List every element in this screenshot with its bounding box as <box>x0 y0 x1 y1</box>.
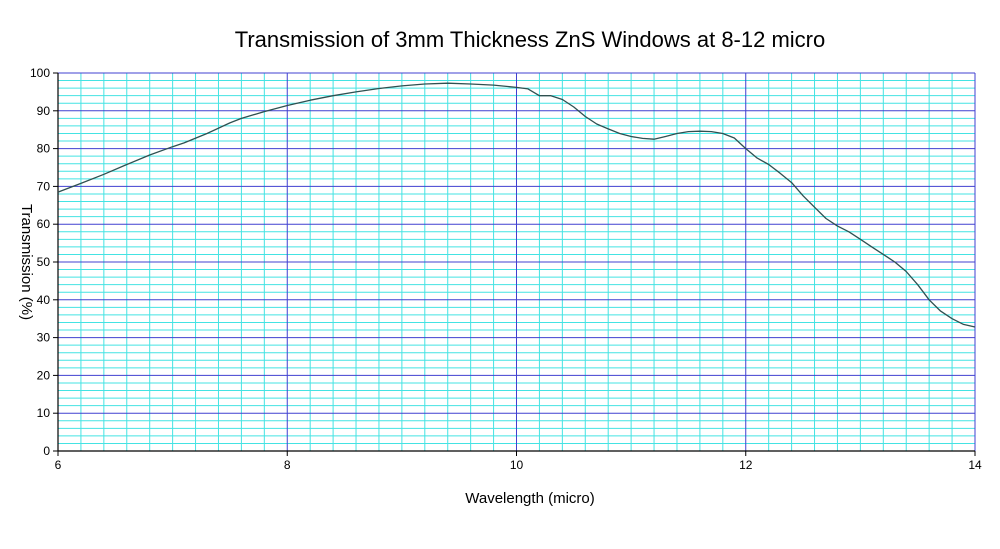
y-tick-label: 40 <box>37 293 51 307</box>
x-tick-label: 14 <box>968 458 982 472</box>
x-axis-ticks: 6 8 10 12 14 <box>55 451 982 472</box>
y-tick-label: 90 <box>37 104 51 118</box>
chart-title: Transmission of 3mm Thickness ZnS Window… <box>235 27 826 52</box>
transmission-line <box>57 82 976 328</box>
y-tick-label: 60 <box>37 217 51 231</box>
y-axis-ticks: 0 10 20 30 40 50 60 70 80 90 100 <box>30 66 58 458</box>
y-tick-label: 10 <box>37 406 51 420</box>
x-tick-label: 8 <box>284 458 291 472</box>
y-tick-label: 70 <box>37 179 51 193</box>
y-tick-label: 30 <box>37 331 51 345</box>
y-tick-label: 50 <box>37 255 51 269</box>
x-axis-label: Wavelength (micro) <box>465 490 594 507</box>
y-tick-label: 0 <box>43 444 50 458</box>
x-tick-label: 6 <box>55 458 62 472</box>
series-group <box>57 82 976 328</box>
y-tick-label: 80 <box>37 142 51 156</box>
x-tick-label: 10 <box>510 458 524 472</box>
major-grid <box>58 72 976 451</box>
x-tick-label: 12 <box>739 458 753 472</box>
y-tick-label: 100 <box>30 66 50 80</box>
y-axis-label: Transmission (%) <box>18 204 35 320</box>
y-tick-label: 20 <box>37 368 51 382</box>
